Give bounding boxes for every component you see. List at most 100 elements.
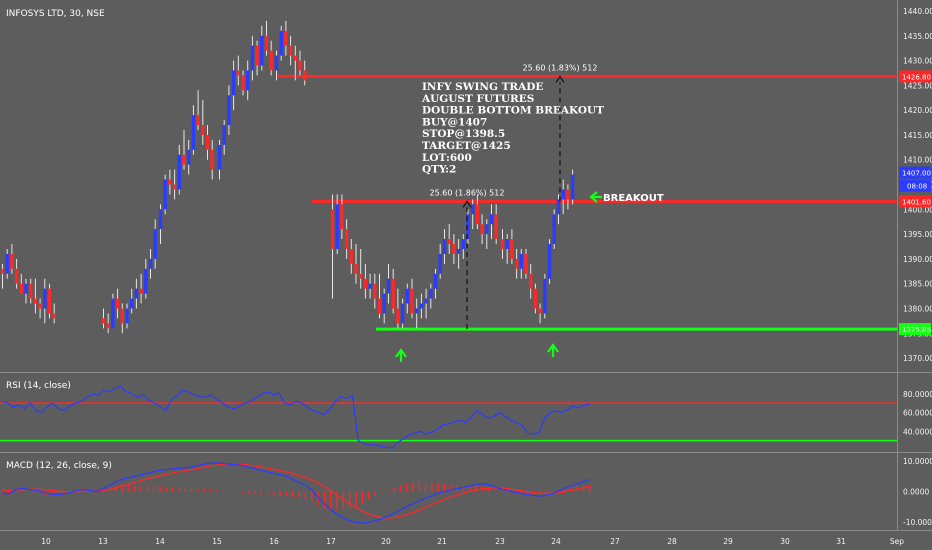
candle-body — [217, 144, 222, 170]
candle-body — [144, 268, 148, 294]
annotation-line: AUGUST FUTURES — [421, 93, 534, 105]
macd-tick-label: -10.0000 — [903, 518, 932, 527]
candle-body — [471, 204, 475, 215]
price-tag-label: 1426.80 — [902, 73, 931, 81]
candle-body — [533, 288, 538, 309]
price-tag-label: 08:08 — [907, 183, 927, 191]
candle-body — [566, 189, 570, 200]
price-tags: 1426.80 1401.60 1375.85 1407.00 08:08 — [899, 70, 931, 336]
candle-body — [139, 288, 143, 294]
candle-body — [106, 323, 110, 329]
candle-body — [382, 293, 386, 314]
price-tick-label: 1370.00 — [903, 354, 932, 363]
price-tag-breakout — [899, 195, 931, 208]
candle-body — [303, 70, 307, 81]
price-tick-label: 1410.00 — [903, 156, 932, 165]
price-panel: 25.60 (1.86%) 512 25.60 (1.83%) 512 BREAK… — [0, 9, 897, 362]
arrow-up-icon — [547, 343, 559, 357]
macd-panel: MACD (12, 26, close, 9) — [1, 461, 591, 524]
candle-body — [148, 258, 153, 269]
candle-body — [24, 283, 28, 294]
candle-body — [330, 209, 335, 249]
price-tag-label: 1407.00 — [902, 170, 931, 178]
candle-body — [489, 214, 494, 225]
price-tag-last — [899, 166, 931, 179]
price-tag-label: 1401.60 — [902, 198, 931, 206]
time-tick-label: Sep — [890, 537, 904, 546]
candle-body — [433, 273, 438, 289]
candle-body — [556, 199, 561, 215]
candle-body — [205, 134, 210, 150]
candle-body — [279, 30, 283, 56]
annotation-line: QTY:2 — [422, 164, 456, 176]
candle-body — [134, 288, 139, 299]
time-tick-label: 10 — [41, 537, 51, 546]
candle-body — [415, 308, 419, 314]
price-tick-label: 1435.00 — [903, 32, 932, 41]
support-arrows — [395, 343, 559, 362]
candle-body — [466, 214, 470, 240]
candle-body — [514, 258, 519, 269]
candle-body — [519, 253, 523, 269]
candle-body — [33, 298, 38, 304]
rsi-tick-label: 80.0000 — [903, 390, 932, 399]
candle-body — [386, 278, 391, 294]
candle-body — [29, 283, 33, 299]
price-tag-last — [899, 179, 931, 192]
candle-body — [196, 115, 200, 126]
candle-body — [570, 174, 575, 200]
price-tag-label: 1375.85 — [902, 326, 931, 334]
candle-body — [125, 308, 129, 324]
candle-body — [5, 253, 9, 274]
candle-body — [480, 224, 484, 235]
rsi-line — [1, 385, 591, 449]
candle-body — [461, 239, 465, 249]
candle-body — [222, 125, 226, 145]
time-tick-label: 31 — [836, 537, 846, 546]
candle-body — [340, 204, 344, 230]
time-tick-label: 21 — [437, 537, 447, 546]
macd-line — [1, 462, 591, 524]
candle-body — [115, 298, 120, 309]
macd-tick-label: 10.0000 — [903, 457, 932, 466]
price-chart-title: INFOSYS LTD, 30, NSE — [6, 9, 105, 19]
candle-body — [0, 268, 5, 274]
candle-body — [410, 288, 414, 314]
candle-body — [396, 308, 400, 324]
candle-body — [424, 298, 428, 304]
rsi-tick-label: 60.0000 — [903, 409, 932, 418]
candle-body — [447, 239, 451, 245]
price-tag-support — [899, 323, 931, 336]
price-tick-label: 1430.00 — [903, 57, 932, 66]
candle-body — [391, 278, 395, 309]
candle-body — [284, 30, 288, 46]
candle-body — [510, 239, 514, 259]
annotation-line: TARGET@1425 — [422, 140, 511, 152]
measure-arrowhead — [462, 200, 472, 208]
candle-body — [38, 303, 42, 309]
candle-body — [187, 149, 191, 165]
time-tick-label: 13 — [98, 537, 108, 546]
candle-body — [236, 70, 240, 76]
candle-body — [485, 224, 489, 235]
candle-body — [260, 35, 264, 66]
price-tick-label: 1415.00 — [903, 131, 932, 140]
measure-label: 25.60 (1.83%) 512 — [523, 63, 598, 72]
candle-body — [111, 298, 115, 329]
candle-body — [538, 308, 542, 314]
time-tick-label: 30 — [780, 537, 790, 546]
annotation-line: DOUBLE BOTTOM BREAKOUT — [422, 105, 604, 117]
annotation-line: BUY@1407 — [422, 116, 487, 128]
candle-body — [335, 204, 339, 249]
candle-body — [246, 70, 250, 91]
annotation-line: LOT:600 — [422, 152, 472, 164]
candle-body — [47, 288, 52, 314]
candle-body — [438, 253, 442, 274]
measure-arrowhead — [555, 75, 565, 83]
candle-body — [191, 115, 196, 150]
candle-body — [269, 50, 273, 71]
candle-body — [120, 308, 124, 324]
candle-body — [452, 244, 456, 254]
time-tick-label: 24 — [551, 537, 561, 546]
time-axis: 10 13 14 15 16 17 20 21 23 24 27 28 29 30 31 Sep — [41, 537, 904, 546]
